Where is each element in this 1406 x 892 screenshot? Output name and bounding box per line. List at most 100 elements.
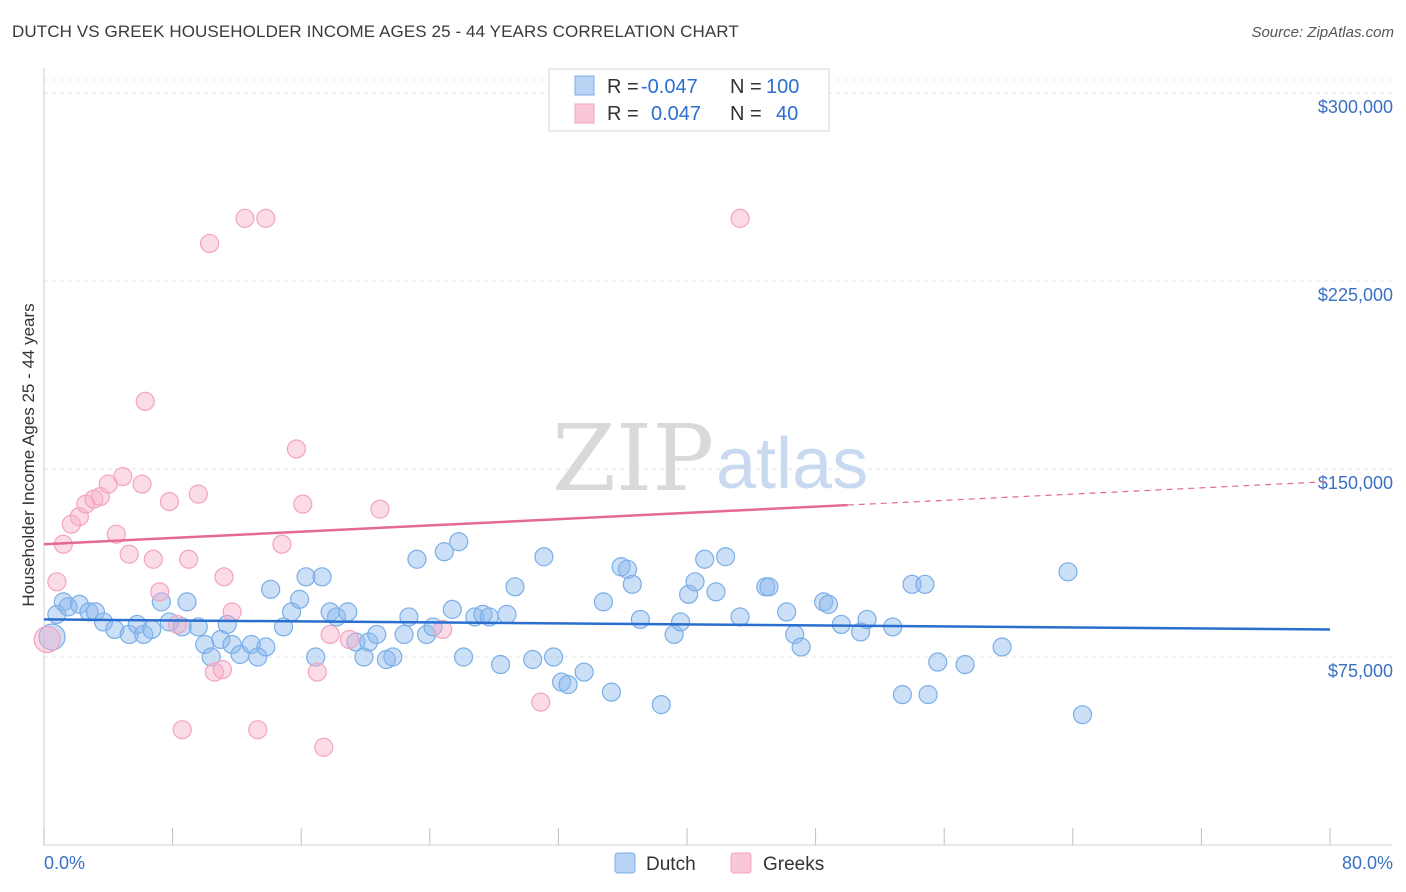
greeks-point (235, 208, 255, 228)
greeks-point (69, 507, 89, 527)
dutch-n-label: N = (730, 76, 762, 98)
dutch-point (992, 637, 1012, 657)
greeks-point (730, 208, 750, 228)
dutch-point (222, 634, 242, 655)
watermark-zip: ZIP (552, 405, 714, 512)
dutch-point (306, 647, 326, 667)
greeks-point (33, 625, 61, 654)
greeks-point (159, 492, 179, 512)
greeks-point (119, 544, 139, 564)
greeks-point (272, 534, 292, 554)
greeks-r-value: 0.047 (651, 103, 701, 125)
dutch-point (394, 624, 414, 645)
greeks-point (256, 208, 276, 228)
legend-greeks-label: Greeks (763, 854, 824, 875)
greeks-point (307, 662, 327, 682)
dutch-point (289, 589, 310, 609)
greeks-point (106, 524, 126, 544)
trend-lines (43, 480, 1331, 631)
dutch-point (256, 637, 276, 657)
dutch-point (670, 612, 691, 632)
dutch-point (715, 547, 736, 567)
greeks-point (132, 474, 152, 494)
dutch-point (928, 652, 948, 672)
greeks-point (61, 514, 81, 534)
dutch-point (617, 559, 638, 579)
dutch-point (857, 609, 877, 630)
greeks-point (143, 549, 163, 569)
dutch-point (296, 567, 316, 587)
dutch-point (159, 612, 179, 632)
dutch-r-value: -0.047 (641, 76, 698, 98)
greeks-point (222, 602, 242, 622)
greeks-point (167, 614, 188, 635)
greeks-point (204, 662, 224, 682)
dutch-point (558, 674, 578, 695)
dutch-point (497, 604, 517, 625)
dutch-point (434, 542, 454, 562)
watermark-atlas: atlas (716, 424, 868, 504)
dutch-point (622, 574, 642, 594)
y-tick-label: $150,000 (1318, 473, 1393, 493)
dutch-point (338, 602, 358, 622)
dutch-point (892, 685, 913, 705)
gridlines (44, 79, 1392, 658)
axes (43, 68, 1392, 846)
greeks-point (320, 624, 340, 645)
greeks-point (47, 572, 67, 592)
dutch-point (534, 547, 554, 567)
dutch-point (142, 619, 162, 640)
greeks-point (370, 499, 390, 519)
dutch-point (955, 654, 975, 675)
greeks-trend-line-extension (847, 480, 1331, 506)
source-label: Source: ZipAtlas.com (1251, 24, 1394, 41)
y-tick-label: $300,000 (1318, 97, 1393, 117)
greeks-point (188, 484, 208, 504)
greeks-point (150, 582, 170, 602)
dutch-r-label: R = (607, 76, 639, 98)
dutch-point (759, 577, 779, 597)
dutch-point (93, 612, 114, 632)
dutch-trend-line (43, 618, 1331, 631)
dutch-point (918, 685, 938, 705)
dutch-point (248, 647, 268, 667)
x-tick-label-min: 0.0% (44, 853, 85, 873)
dutch-point (574, 662, 594, 682)
greeks-point (199, 233, 220, 254)
legend-greeks-swatch (730, 852, 752, 874)
greeks-point (113, 466, 133, 487)
dutch-swatch (574, 75, 595, 96)
data-points (33, 208, 1093, 757)
dutch-point (383, 647, 403, 667)
dutch-point (818, 594, 839, 614)
dutch-point (442, 599, 462, 619)
chart-title: DUTCH VS GREEK HOUSEHOLDER INCOME AGES 2… (12, 22, 739, 41)
dutch-point (453, 647, 474, 667)
dutch-point (69, 594, 89, 614)
dutch-point (119, 624, 139, 645)
dutch-point (730, 607, 750, 627)
y-tick-label: $225,000 (1318, 285, 1393, 305)
legend-dutch-swatch (614, 852, 636, 874)
dutch-n-value: 100 (766, 76, 799, 98)
dutch-point (915, 574, 935, 594)
greeks-point (172, 720, 192, 740)
dutch-point (523, 649, 543, 670)
greeks-point (135, 391, 155, 411)
greeks-point (248, 720, 268, 740)
stats-legend-box (548, 68, 830, 132)
dutch-point (777, 602, 797, 622)
greeks-point (339, 629, 360, 650)
dutch-point (593, 592, 614, 612)
dutch-point (679, 584, 699, 604)
greeks-point (531, 692, 551, 712)
dutch-point (1072, 705, 1093, 725)
dutch-point (651, 695, 671, 715)
dutch-point (851, 622, 871, 642)
dutch-point (695, 549, 715, 569)
dutch-point (359, 632, 379, 652)
greeks-point (214, 567, 234, 587)
dutch-point (151, 592, 171, 612)
greeks-r-label: R = (607, 103, 639, 125)
